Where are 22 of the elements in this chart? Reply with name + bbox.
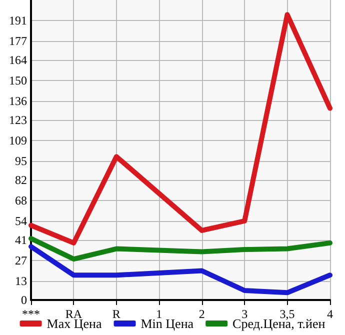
y-tick-label: 164 bbox=[9, 53, 27, 67]
y-tick-label: 191 bbox=[9, 13, 27, 28]
y-tick-label: 54 bbox=[15, 214, 27, 228]
y-tick-label: 41 bbox=[15, 233, 27, 247]
y-tick-label: 177 bbox=[9, 34, 27, 48]
x-tick-label: *** bbox=[22, 307, 40, 321]
y-tick-label: 95 bbox=[15, 154, 27, 168]
y-tick-label: 123 bbox=[9, 113, 27, 127]
y-tick-label: 150 bbox=[9, 73, 27, 88]
x-tick-label: 2 bbox=[198, 307, 205, 321]
y-tick-label: 82 bbox=[15, 173, 27, 187]
y-tick-label: 27 bbox=[15, 253, 27, 268]
y-tick-label: 136 bbox=[9, 94, 27, 108]
x-tick-label: 4 bbox=[327, 307, 333, 321]
x-tick-label: RA bbox=[65, 307, 82, 321]
x-tick-label: R bbox=[112, 307, 120, 321]
y-tick-label: 13 bbox=[15, 274, 27, 288]
y-tick-label: 68 bbox=[15, 193, 27, 208]
y-tick-label: 0 bbox=[21, 293, 27, 307]
y-tick-label: 109 bbox=[9, 133, 27, 148]
x-tick-label: 3 bbox=[242, 307, 248, 321]
x-tick-label: 1 bbox=[156, 307, 162, 321]
